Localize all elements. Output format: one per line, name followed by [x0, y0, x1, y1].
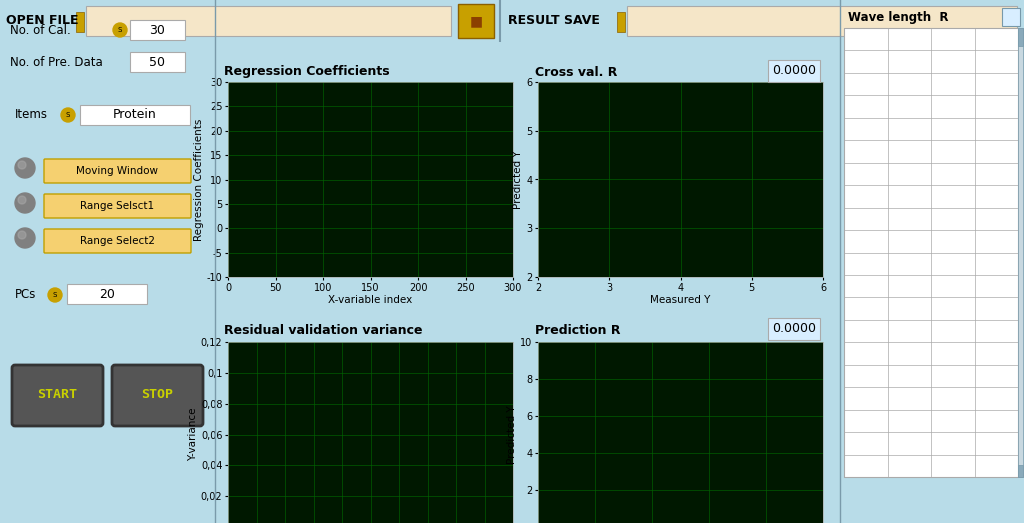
Bar: [1018, 28, 1023, 46]
Bar: [86, 6, 451, 36]
Bar: [67, 284, 147, 304]
Bar: [617, 12, 625, 32]
FancyBboxPatch shape: [12, 365, 103, 426]
Text: PCs: PCs: [15, 289, 37, 301]
Text: START: START: [37, 389, 77, 402]
FancyBboxPatch shape: [44, 229, 191, 253]
Bar: [130, 52, 185, 72]
Bar: [458, 4, 494, 38]
X-axis label: Measured Y: Measured Y: [650, 295, 711, 305]
Text: 0.0000: 0.0000: [772, 64, 816, 77]
Text: Cross val. R: Cross val. R: [535, 65, 617, 78]
Text: Moving Window: Moving Window: [76, 166, 158, 176]
Bar: [768, 318, 820, 340]
FancyBboxPatch shape: [44, 159, 191, 183]
Text: Protein: Protein: [113, 108, 157, 121]
Bar: [80, 105, 190, 125]
Text: 50: 50: [150, 55, 166, 69]
Bar: [768, 60, 820, 82]
FancyBboxPatch shape: [44, 194, 191, 218]
Y-axis label: Regression Coefficients: Regression Coefficients: [194, 118, 204, 241]
Text: Range Select2: Range Select2: [80, 236, 155, 246]
Text: No. of Cal.: No. of Cal.: [10, 24, 71, 37]
Text: S: S: [53, 292, 57, 298]
Text: 20: 20: [99, 288, 115, 301]
Text: STOP: STOP: [141, 389, 173, 402]
Bar: [627, 6, 1017, 36]
Text: Range Selsct1: Range Selsct1: [80, 201, 154, 211]
Circle shape: [15, 228, 35, 248]
Text: Wave length  R: Wave length R: [848, 12, 948, 25]
Text: Prediction R: Prediction R: [535, 324, 621, 336]
Y-axis label: Predicted Y: Predicted Y: [513, 150, 523, 209]
Bar: [1018, 28, 1023, 477]
Circle shape: [48, 288, 62, 302]
Text: Items: Items: [15, 108, 48, 121]
Text: OPEN FILE: OPEN FILE: [6, 15, 79, 28]
FancyBboxPatch shape: [112, 365, 203, 426]
Text: Residual validation variance: Residual validation variance: [224, 324, 423, 336]
Y-axis label: Y-variance: Y-variance: [188, 408, 198, 461]
X-axis label: X-variable index: X-variable index: [329, 295, 413, 305]
Bar: [130, 20, 185, 40]
Bar: [76, 12, 84, 32]
Circle shape: [15, 193, 35, 213]
Circle shape: [18, 161, 26, 169]
Text: ■: ■: [469, 14, 482, 28]
Text: S: S: [66, 112, 71, 118]
Circle shape: [18, 231, 26, 239]
Text: S: S: [118, 27, 122, 33]
Bar: [1018, 465, 1023, 477]
Circle shape: [61, 108, 75, 122]
Text: RESULT SAVE: RESULT SAVE: [508, 15, 600, 28]
Y-axis label: Predicted Y: Predicted Y: [508, 405, 517, 464]
Text: No. of Pre. Data: No. of Pre. Data: [10, 55, 102, 69]
Bar: [1002, 8, 1020, 26]
Text: 0.0000: 0.0000: [772, 323, 816, 335]
Text: Regression Coefficients: Regression Coefficients: [224, 65, 389, 78]
Circle shape: [18, 196, 26, 204]
Circle shape: [15, 158, 35, 178]
Circle shape: [113, 23, 127, 37]
Text: 30: 30: [150, 24, 166, 37]
